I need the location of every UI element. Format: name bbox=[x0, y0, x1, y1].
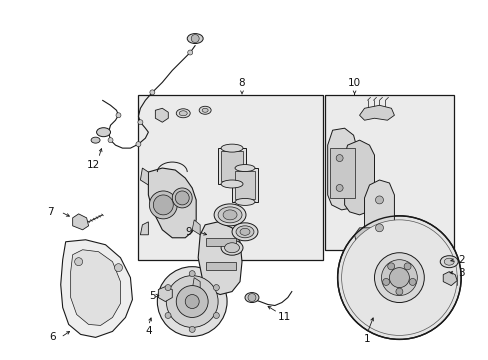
Circle shape bbox=[337, 216, 460, 339]
Circle shape bbox=[335, 184, 343, 192]
Polygon shape bbox=[140, 222, 148, 235]
Circle shape bbox=[166, 276, 218, 328]
Circle shape bbox=[149, 90, 155, 95]
Text: 10: 10 bbox=[347, 78, 361, 88]
Ellipse shape bbox=[218, 207, 242, 223]
Circle shape bbox=[157, 267, 226, 336]
Circle shape bbox=[189, 327, 195, 332]
Polygon shape bbox=[198, 222, 242, 294]
Circle shape bbox=[375, 224, 383, 232]
Bar bbox=[324, 95, 453, 250]
Bar bbox=[218, 148, 245, 184]
Text: 8: 8 bbox=[238, 78, 245, 88]
Bar bbox=[206, 238, 236, 246]
Text: 5: 5 bbox=[149, 291, 155, 301]
Ellipse shape bbox=[443, 258, 453, 265]
Circle shape bbox=[149, 191, 177, 219]
Text: 3: 3 bbox=[457, 267, 464, 278]
Circle shape bbox=[335, 154, 343, 162]
Ellipse shape bbox=[91, 137, 100, 143]
Ellipse shape bbox=[96, 128, 110, 137]
Bar bbox=[232, 168, 258, 202]
Text: 6: 6 bbox=[49, 332, 56, 342]
Polygon shape bbox=[73, 214, 88, 230]
Bar bbox=[138, 95, 322, 260]
Polygon shape bbox=[327, 128, 357, 210]
Polygon shape bbox=[61, 240, 132, 337]
Ellipse shape bbox=[244, 293, 259, 302]
Circle shape bbox=[375, 196, 383, 204]
Circle shape bbox=[403, 263, 410, 270]
Circle shape bbox=[176, 285, 208, 318]
Ellipse shape bbox=[176, 109, 190, 118]
Polygon shape bbox=[344, 140, 374, 215]
Text: 11: 11 bbox=[278, 312, 291, 323]
Polygon shape bbox=[442, 272, 456, 285]
Text: 9: 9 bbox=[184, 227, 191, 237]
Ellipse shape bbox=[221, 180, 243, 188]
Polygon shape bbox=[354, 228, 379, 252]
Circle shape bbox=[408, 278, 415, 285]
Ellipse shape bbox=[221, 144, 243, 152]
Circle shape bbox=[374, 253, 424, 302]
Circle shape bbox=[341, 220, 456, 336]
Circle shape bbox=[153, 195, 173, 215]
Circle shape bbox=[165, 312, 171, 319]
Polygon shape bbox=[359, 105, 394, 120]
Text: 12: 12 bbox=[87, 160, 100, 170]
Circle shape bbox=[136, 141, 141, 147]
Circle shape bbox=[247, 293, 255, 302]
Bar bbox=[235, 171, 254, 199]
Circle shape bbox=[175, 191, 189, 205]
Circle shape bbox=[395, 288, 402, 295]
Polygon shape bbox=[155, 108, 168, 122]
Ellipse shape bbox=[235, 165, 254, 171]
Circle shape bbox=[387, 263, 394, 270]
Polygon shape bbox=[329, 148, 354, 198]
Circle shape bbox=[213, 312, 219, 319]
Text: 7: 7 bbox=[47, 207, 54, 217]
Bar bbox=[206, 262, 236, 270]
Circle shape bbox=[75, 258, 82, 266]
Circle shape bbox=[185, 294, 199, 309]
Circle shape bbox=[116, 113, 121, 118]
Ellipse shape bbox=[224, 243, 239, 253]
Ellipse shape bbox=[179, 111, 187, 116]
Circle shape bbox=[114, 264, 122, 272]
Circle shape bbox=[388, 268, 408, 288]
Polygon shape bbox=[71, 250, 120, 325]
Polygon shape bbox=[364, 180, 394, 245]
Circle shape bbox=[191, 35, 199, 42]
Ellipse shape bbox=[214, 204, 245, 226]
Ellipse shape bbox=[199, 106, 211, 114]
Circle shape bbox=[187, 50, 192, 55]
Ellipse shape bbox=[439, 256, 457, 268]
Circle shape bbox=[189, 271, 195, 276]
Ellipse shape bbox=[202, 108, 208, 112]
Ellipse shape bbox=[221, 240, 243, 255]
Circle shape bbox=[108, 138, 113, 143]
Ellipse shape bbox=[235, 198, 254, 206]
Text: 4: 4 bbox=[145, 327, 151, 336]
Polygon shape bbox=[192, 220, 200, 235]
Circle shape bbox=[165, 285, 171, 291]
Text: 2: 2 bbox=[457, 255, 464, 265]
Circle shape bbox=[138, 120, 142, 125]
Polygon shape bbox=[140, 168, 148, 185]
Ellipse shape bbox=[187, 33, 203, 44]
Circle shape bbox=[381, 260, 416, 296]
Ellipse shape bbox=[223, 210, 237, 220]
Text: 1: 1 bbox=[364, 334, 370, 345]
Polygon shape bbox=[148, 168, 196, 238]
Circle shape bbox=[382, 278, 389, 285]
Ellipse shape bbox=[232, 223, 258, 241]
Ellipse shape bbox=[240, 228, 249, 235]
Ellipse shape bbox=[236, 226, 253, 238]
Circle shape bbox=[213, 285, 219, 291]
Bar bbox=[221, 151, 243, 181]
Polygon shape bbox=[192, 278, 200, 292]
Circle shape bbox=[172, 188, 192, 208]
Polygon shape bbox=[158, 287, 172, 302]
